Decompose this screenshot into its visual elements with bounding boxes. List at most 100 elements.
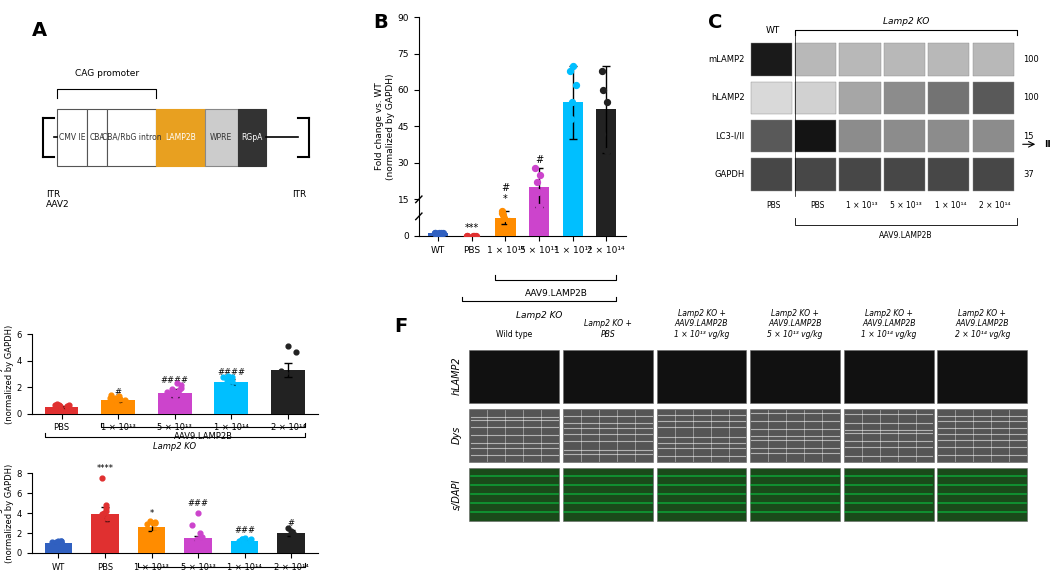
Point (496, 213, 512, 222)
Text: ####: #### (217, 368, 246, 377)
Point (218, 376, 235, 385)
Point (242, 536, 258, 545)
Point (111, 394, 128, 404)
Text: Wild type: Wild type (497, 329, 532, 339)
Bar (469, 349, 560, 402)
Point (139, 519, 155, 528)
Point (189, 536, 206, 545)
Text: mLAMP2: mLAMP2 (709, 55, 744, 64)
Point (219, 384, 236, 393)
Point (277, 369, 294, 378)
Point (99, 514, 116, 523)
FancyBboxPatch shape (237, 109, 267, 166)
Bar (751, 120, 792, 152)
Point (50, 401, 67, 410)
Point (169, 389, 186, 398)
Bar (751, 158, 792, 191)
Text: 1 × 10¹⁴: 1 × 10¹⁴ (934, 201, 966, 210)
Bar (563, 102, 583, 236)
Point (168, 378, 185, 387)
Text: B: B (374, 13, 388, 32)
Text: #: # (114, 388, 122, 397)
Bar (884, 43, 925, 76)
Point (111, 402, 128, 412)
Point (51, 405, 68, 414)
Point (564, 97, 581, 107)
Point (279, 523, 296, 532)
Point (495, 210, 511, 219)
Point (52, 536, 69, 545)
Text: #
*: # * (502, 182, 509, 204)
Point (98, 504, 114, 513)
Point (531, 170, 548, 180)
Point (219, 372, 236, 381)
Point (242, 536, 258, 545)
Text: ****: **** (97, 464, 113, 473)
Point (50, 536, 67, 545)
Point (148, 528, 165, 537)
Bar (750, 349, 840, 402)
Point (215, 372, 232, 381)
Bar (928, 82, 969, 114)
Text: C: C (709, 13, 722, 32)
Point (464, 231, 481, 241)
Point (44, 538, 61, 547)
Bar (138, 527, 166, 553)
Text: PBS: PBS (811, 201, 824, 210)
Point (192, 528, 209, 538)
Point (193, 532, 210, 541)
Point (147, 518, 164, 527)
Bar (469, 467, 560, 521)
Bar (884, 82, 925, 114)
Point (219, 385, 236, 394)
Bar (972, 120, 1014, 152)
Point (190, 508, 207, 518)
Bar (844, 409, 933, 462)
Point (190, 535, 207, 544)
FancyBboxPatch shape (58, 109, 87, 166)
Point (159, 387, 175, 396)
Bar (840, 43, 881, 76)
Point (459, 231, 476, 241)
Point (284, 527, 300, 536)
Text: ***: *** (465, 223, 479, 233)
Point (563, 115, 580, 124)
Point (192, 538, 209, 547)
Text: Lamp2 KO: Lamp2 KO (516, 311, 562, 320)
Text: Lamp2 KO: Lamp2 KO (153, 442, 196, 450)
Point (164, 385, 181, 394)
Text: CMV IE: CMV IE (59, 133, 86, 142)
Point (565, 61, 582, 70)
Point (167, 392, 184, 401)
Text: ####: #### (161, 376, 189, 385)
Point (52, 405, 69, 414)
Bar (656, 467, 747, 521)
Point (285, 528, 301, 538)
Point (467, 231, 484, 240)
Point (47, 538, 64, 547)
Point (145, 528, 162, 538)
Point (288, 348, 304, 357)
Bar (972, 82, 1014, 114)
Point (163, 389, 180, 398)
Point (110, 392, 127, 401)
Bar (795, 158, 837, 191)
Text: Lamp2 KO +
AAV9.LAMP2B
1 × 10¹⁴ vg/kg: Lamp2 KO + AAV9.LAMP2B 1 × 10¹⁴ vg/kg (861, 309, 917, 339)
Bar (840, 158, 881, 191)
FancyBboxPatch shape (87, 109, 107, 166)
Bar (596, 109, 616, 236)
Bar (750, 467, 840, 521)
Point (435, 229, 452, 238)
Bar (884, 120, 925, 152)
Point (98, 507, 114, 516)
Point (223, 382, 239, 391)
Point (50, 540, 67, 549)
Point (54, 539, 70, 548)
Point (598, 97, 615, 107)
Point (426, 229, 443, 238)
Text: ITR
AAV2: ITR AAV2 (46, 190, 69, 209)
Bar (751, 82, 792, 114)
Bar (928, 120, 969, 152)
Text: 15: 15 (1023, 132, 1033, 141)
Point (171, 385, 188, 394)
